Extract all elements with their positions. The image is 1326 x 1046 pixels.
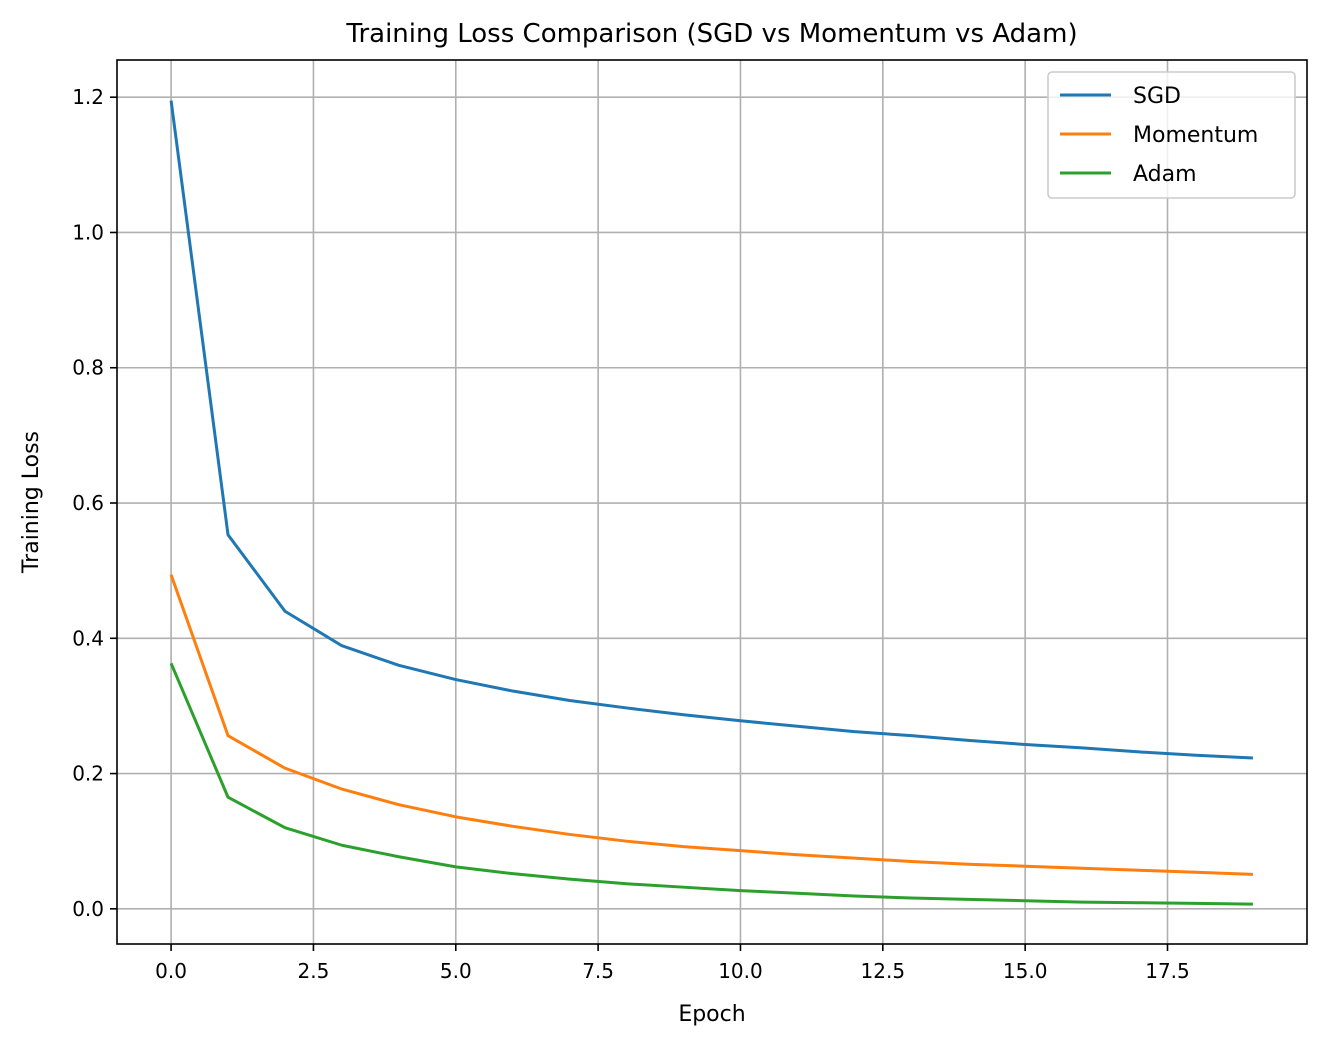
axis-ticks: 0.0 2.5 5.0 7.5 10.0 12.5 15.0 17.5 0.0 0.2 0.4 0.6… bbox=[72, 85, 1190, 983]
y-tick-label: 0.0 bbox=[72, 897, 104, 921]
x-tick-label: 0.0 bbox=[155, 959, 187, 983]
x-tick-label: 5.0 bbox=[440, 959, 472, 983]
y-axis-label: Training Loss bbox=[19, 431, 44, 574]
legend-label: Momentum bbox=[1133, 123, 1258, 148]
x-axis-label: Epoch bbox=[678, 1002, 745, 1027]
chart-title: Training Loss Comparison (SGD vs Momentu… bbox=[345, 19, 1077, 49]
grid bbox=[117, 60, 1307, 944]
y-tick-label: 0.2 bbox=[72, 762, 104, 786]
y-tick-label: 0.8 bbox=[72, 356, 104, 380]
legend-item-sgd: SGD bbox=[1060, 84, 1181, 109]
x-tick-label: 15.0 bbox=[1003, 959, 1048, 983]
legend-label: SGD bbox=[1133, 84, 1181, 109]
series-lines bbox=[169, 100, 1253, 906]
y-tick-label: 0.6 bbox=[72, 491, 104, 515]
legend: SGD Momentum Adam bbox=[1047, 71, 1296, 199]
x-tick-label: 10.0 bbox=[718, 959, 763, 983]
plot-area-frame bbox=[116, 59, 1308, 945]
y-tick-label: 0.4 bbox=[72, 626, 104, 650]
y-tick-label: 1.2 bbox=[72, 85, 104, 109]
x-tick-label: 17.5 bbox=[1145, 959, 1190, 983]
series-line-momentum bbox=[169, 574, 1253, 876]
legend-item-momentum: Momentum bbox=[1060, 123, 1258, 148]
series-line-sgd bbox=[169, 100, 1253, 760]
x-tick-label: 2.5 bbox=[298, 959, 330, 983]
x-tick-label: 7.5 bbox=[582, 959, 614, 983]
legend-box bbox=[1047, 71, 1296, 199]
y-tick-label: 1.0 bbox=[72, 220, 104, 244]
series-line-adam bbox=[169, 662, 1253, 906]
legend-label: Adam bbox=[1133, 162, 1197, 187]
legend-item-adam: Adam bbox=[1060, 162, 1197, 187]
x-tick-label: 12.5 bbox=[861, 959, 906, 983]
